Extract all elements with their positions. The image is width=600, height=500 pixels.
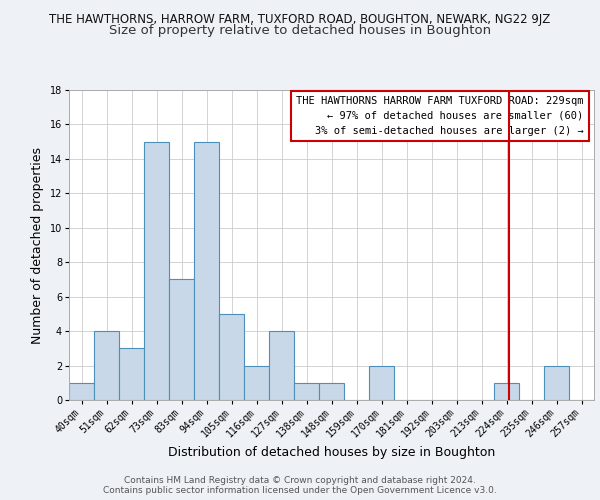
Text: THE HAWTHORNS HARROW FARM TUXFORD ROAD: 229sqm
← 97% of detached houses are smal: THE HAWTHORNS HARROW FARM TUXFORD ROAD: … bbox=[296, 96, 583, 136]
Bar bbox=[369, 366, 394, 400]
Bar bbox=[119, 348, 144, 400]
Bar bbox=[169, 280, 194, 400]
Bar bbox=[319, 383, 344, 400]
Bar bbox=[494, 383, 519, 400]
Bar bbox=[144, 142, 169, 400]
Text: Contains HM Land Registry data © Crown copyright and database right 2024.: Contains HM Land Registry data © Crown c… bbox=[124, 476, 476, 485]
Bar bbox=[269, 331, 294, 400]
Bar bbox=[194, 142, 219, 400]
Bar bbox=[94, 331, 119, 400]
Bar bbox=[544, 366, 569, 400]
Text: Size of property relative to detached houses in Boughton: Size of property relative to detached ho… bbox=[109, 24, 491, 37]
Bar bbox=[219, 314, 244, 400]
Bar bbox=[294, 383, 319, 400]
Bar bbox=[244, 366, 269, 400]
Bar bbox=[69, 383, 94, 400]
Y-axis label: Number of detached properties: Number of detached properties bbox=[31, 146, 44, 344]
X-axis label: Distribution of detached houses by size in Boughton: Distribution of detached houses by size … bbox=[168, 446, 495, 459]
Text: Contains public sector information licensed under the Open Government Licence v3: Contains public sector information licen… bbox=[103, 486, 497, 495]
Text: THE HAWTHORNS, HARROW FARM, TUXFORD ROAD, BOUGHTON, NEWARK, NG22 9JZ: THE HAWTHORNS, HARROW FARM, TUXFORD ROAD… bbox=[49, 12, 551, 26]
